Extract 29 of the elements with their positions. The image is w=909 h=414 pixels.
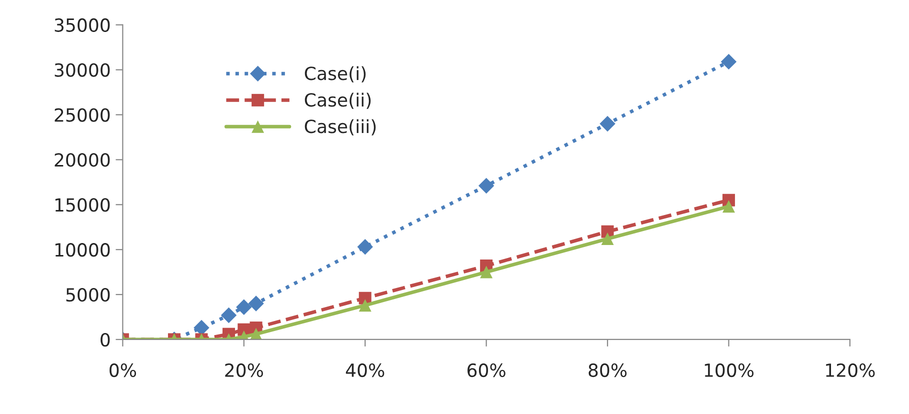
y-tick-label: 15000 [55, 198, 110, 212]
x-tick-label: 100% [704, 363, 754, 378]
legend-label: Case(iii) [304, 119, 376, 136]
x-tick-label: 40% [346, 363, 384, 378]
y-tick-label: 10000 [55, 243, 110, 257]
y-tick-label: 0 [100, 332, 110, 347]
point [236, 299, 252, 315]
point [480, 266, 493, 278]
point [722, 200, 735, 213]
legend-label: Case(i) [304, 66, 366, 82]
legend-label: Case(ii) [304, 92, 371, 109]
y-tick-label: 20000 [54, 153, 110, 167]
point [220, 307, 237, 324]
point [357, 239, 373, 255]
point [601, 232, 614, 246]
point [600, 116, 616, 132]
point [248, 296, 264, 312]
x-tick-label: 60% [468, 363, 506, 378]
x-tick-label: 120% [826, 363, 875, 378]
x-tick-label: 80% [588, 363, 627, 378]
y-tick-label: 35000 [54, 18, 110, 32]
x-tick-label: 0% [110, 363, 136, 378]
point [478, 178, 494, 194]
y-tick-label: 30000 [54, 63, 110, 77]
point [720, 54, 737, 70]
x-tick-label: 20% [225, 363, 263, 378]
point [358, 299, 372, 312]
y-tick-label: 5000 [66, 288, 110, 302]
y-tick-label: 25000 [54, 108, 110, 122]
